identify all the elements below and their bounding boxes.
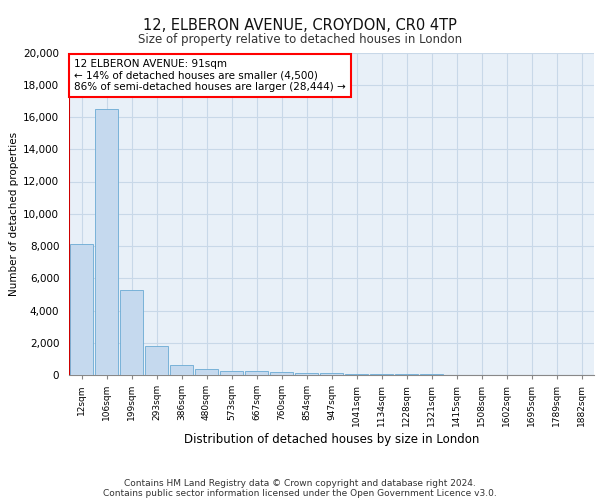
Bar bbox=[370, 374, 393, 375]
Bar bbox=[170, 364, 193, 375]
Bar bbox=[220, 370, 243, 375]
Text: 12 ELBERON AVENUE: 91sqm
← 14% of detached houses are smaller (4,500)
86% of sem: 12 ELBERON AVENUE: 91sqm ← 14% of detach… bbox=[74, 59, 346, 92]
Bar bbox=[345, 374, 368, 375]
Text: Contains HM Land Registry data © Crown copyright and database right 2024.: Contains HM Land Registry data © Crown c… bbox=[124, 478, 476, 488]
Bar bbox=[195, 370, 218, 375]
Bar bbox=[270, 372, 293, 375]
Bar bbox=[95, 109, 118, 375]
Bar bbox=[320, 374, 343, 375]
Bar bbox=[295, 372, 318, 375]
X-axis label: Distribution of detached houses by size in London: Distribution of detached houses by size … bbox=[184, 433, 479, 446]
Bar bbox=[145, 346, 168, 375]
Text: Size of property relative to detached houses in London: Size of property relative to detached ho… bbox=[138, 32, 462, 46]
Bar bbox=[70, 244, 93, 375]
Text: 12, ELBERON AVENUE, CROYDON, CR0 4TP: 12, ELBERON AVENUE, CROYDON, CR0 4TP bbox=[143, 18, 457, 32]
Bar bbox=[120, 290, 143, 375]
Bar bbox=[395, 374, 418, 375]
Bar bbox=[420, 374, 443, 375]
Bar bbox=[245, 372, 268, 375]
Text: Contains public sector information licensed under the Open Government Licence v3: Contains public sector information licen… bbox=[103, 488, 497, 498]
Y-axis label: Number of detached properties: Number of detached properties bbox=[9, 132, 19, 296]
